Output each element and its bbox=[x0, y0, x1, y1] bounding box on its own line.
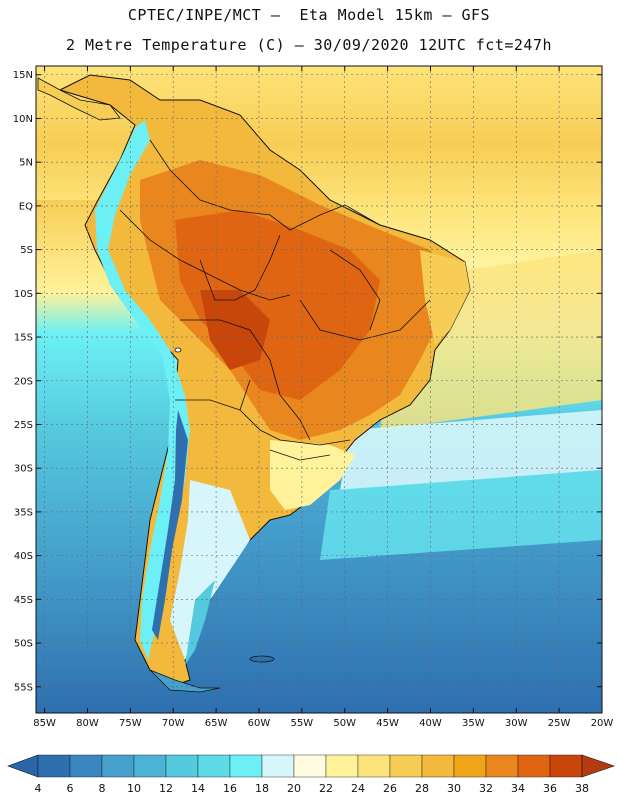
colorbar-label: 8 bbox=[99, 782, 106, 795]
lon-label: 75W bbox=[119, 718, 142, 729]
map-title-line-2: 2 Metre Temperature (C) – 30/09/2020 12U… bbox=[65, 36, 553, 54]
colorbar-label: 16 bbox=[223, 782, 237, 795]
country-borders bbox=[119, 139, 431, 461]
lon-label: 50W bbox=[333, 718, 356, 729]
lat-label: 40S bbox=[14, 551, 33, 562]
colorbar-swatch bbox=[165, 754, 199, 778]
patagonia-cool-zone bbox=[170, 480, 250, 660]
lat-label: 15N bbox=[13, 70, 33, 81]
falkland-islands bbox=[249, 655, 275, 663]
lat-label: 5S bbox=[20, 245, 33, 256]
hottest-zone bbox=[200, 290, 270, 370]
map-title-line-1: CPTEC/INPE/MCT – Eta Model 15km – GFS bbox=[127, 6, 491, 24]
colorbar-label: 32 bbox=[479, 782, 493, 795]
colorbar-label: 26 bbox=[383, 782, 397, 795]
andes-cold-strip bbox=[95, 120, 190, 660]
lon-label: 25W bbox=[548, 718, 571, 729]
colorbar-swatch bbox=[101, 754, 135, 778]
lon-label: 35W bbox=[462, 718, 485, 729]
colorbar-label: 36 bbox=[543, 782, 557, 795]
colorbar-swatch bbox=[325, 754, 359, 778]
lon-label: 80W bbox=[76, 718, 99, 729]
lat-label: 50S bbox=[14, 639, 33, 650]
colorbar-swatch bbox=[197, 754, 231, 778]
lon-label: 40W bbox=[419, 718, 442, 729]
lat-label: 45S bbox=[14, 595, 33, 606]
lat-label: 35S bbox=[14, 507, 33, 518]
colorbar-swatch bbox=[133, 754, 167, 778]
central-america bbox=[37, 77, 121, 121]
cool-ocean-band bbox=[340, 410, 602, 490]
colorbar-label: 22 bbox=[319, 782, 333, 795]
axis-ticks bbox=[36, 66, 603, 713]
lat-label: 25S bbox=[14, 420, 33, 431]
lat-label: 55S bbox=[14, 682, 33, 693]
colorbar-label: 14 bbox=[191, 782, 205, 795]
lon-label: 20W bbox=[591, 718, 614, 729]
colorbar-swatch bbox=[485, 754, 519, 778]
colorbar-label: 18 bbox=[255, 782, 269, 795]
colorbar-swatch bbox=[421, 754, 455, 778]
colorbar-label: 30 bbox=[447, 782, 461, 795]
colorbar-swatch bbox=[453, 754, 487, 778]
lat-label: 30S bbox=[14, 464, 33, 475]
patagonia-cold-zone bbox=[185, 580, 215, 665]
lat-label: 15S bbox=[14, 333, 33, 344]
colorbar-label: 4 bbox=[35, 782, 42, 795]
colorbar-swatch bbox=[69, 754, 103, 778]
colorbar-swatch bbox=[293, 754, 327, 778]
colorbar-high-arrow bbox=[581, 754, 615, 778]
colorbar-label: 28 bbox=[415, 782, 429, 795]
colorbar-swatch bbox=[37, 754, 71, 778]
lat-label: 5N bbox=[19, 158, 33, 169]
pacific-ocean-field bbox=[36, 200, 175, 713]
lat-label: EQ bbox=[19, 201, 33, 212]
colorbar-swatch bbox=[389, 754, 423, 778]
lon-label: 70W bbox=[162, 718, 185, 729]
lon-label: 60W bbox=[248, 718, 271, 729]
lat-label: 10N bbox=[13, 114, 33, 125]
colorbar-label: 34 bbox=[511, 782, 525, 795]
colorbar-swatch bbox=[261, 754, 295, 778]
colorbar-label: 12 bbox=[159, 782, 173, 795]
colorbar-swatch bbox=[357, 754, 391, 778]
colorbar-low-arrow bbox=[7, 754, 39, 778]
very-hot-interior-zone bbox=[175, 210, 380, 400]
axis-labels: 15N 10N 5N EQ 5S 10S 15S 20S 25S 30S 35S 40S 45S 50S 5… bbox=[13, 70, 614, 729]
colorbar-swatch bbox=[517, 754, 551, 778]
lon-label: 85W bbox=[33, 718, 56, 729]
lon-label: 65W bbox=[205, 718, 228, 729]
colorbar-label: 6 bbox=[67, 782, 74, 795]
lat-label: 10S bbox=[14, 289, 33, 300]
colorbar-swatch bbox=[549, 754, 583, 778]
northeast-coast-zone bbox=[420, 250, 470, 345]
colorbar-label: 10 bbox=[127, 782, 141, 795]
lon-label: 45W bbox=[376, 718, 399, 729]
lat-label: 20S bbox=[14, 376, 33, 387]
andes-coldest-strip bbox=[152, 410, 188, 640]
colorbar-label: 20 bbox=[287, 782, 301, 795]
colorbar-swatch bbox=[229, 754, 263, 778]
lon-label: 30W bbox=[505, 718, 528, 729]
colorbar-label: 38 bbox=[575, 782, 589, 795]
map-area bbox=[36, 66, 602, 713]
lake-titicaca bbox=[174, 347, 182, 353]
map-gridlines bbox=[36, 66, 602, 713]
temperature-colorbar: 4 6 8 10 12 14 16 18 20 22 24 26 28 30 32 34 36 38 bbox=[7, 754, 615, 795]
colorbar-label: 24 bbox=[351, 782, 365, 795]
cold-ocean-band bbox=[320, 470, 602, 560]
lon-label: 55W bbox=[291, 718, 314, 729]
map-frame-border bbox=[35, 65, 603, 714]
